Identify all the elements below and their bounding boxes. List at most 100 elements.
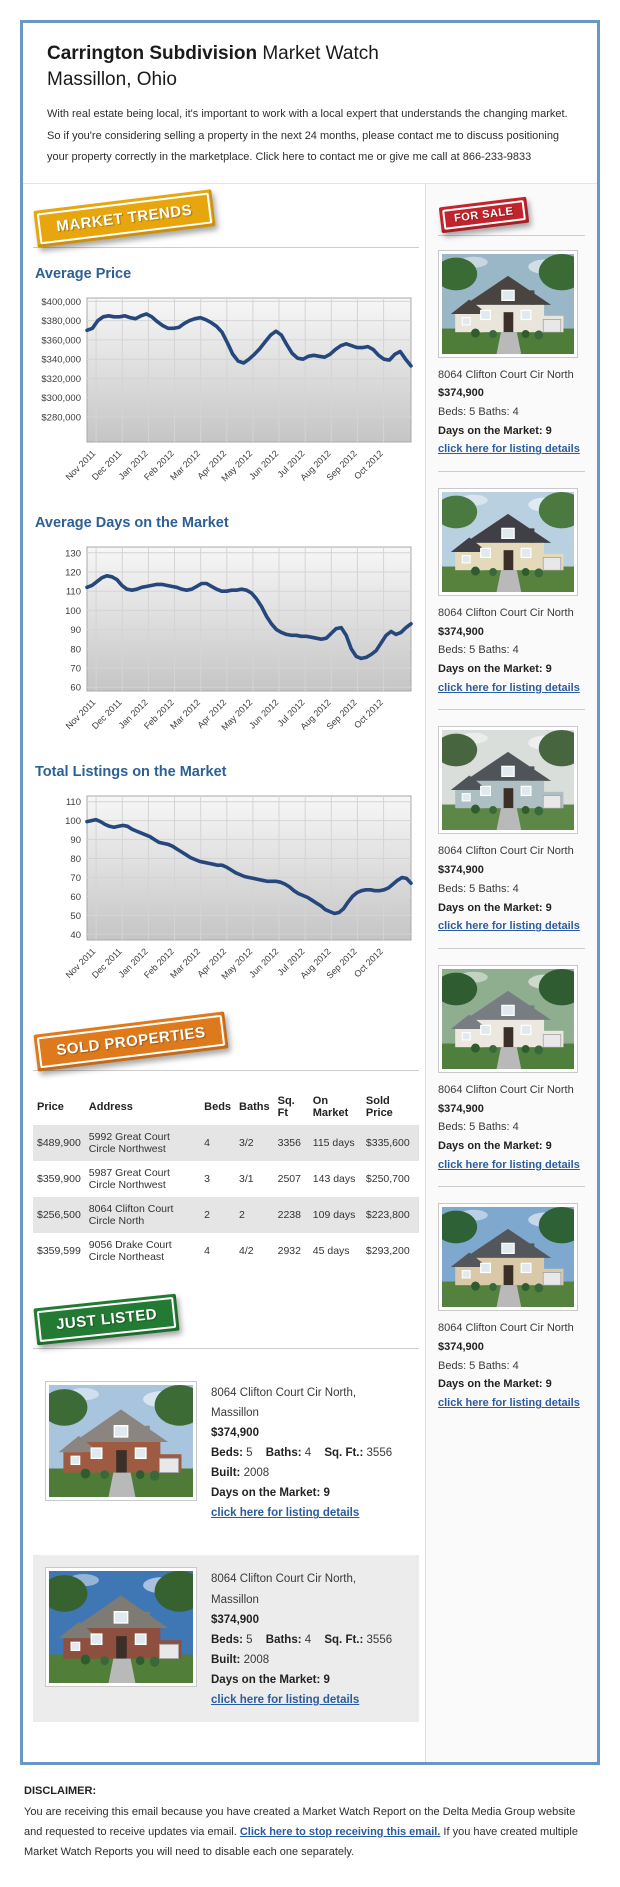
cell-on-market: 109 days (308, 1196, 362, 1233)
svg-text:$380,000: $380,000 (41, 316, 81, 327)
cell-sold-price: $223,800 (361, 1196, 419, 1233)
content-area: MARKET TRENDS Average Price $400,000 $380… (23, 182, 597, 1763)
spec-value: 2008 (243, 1653, 270, 1666)
newsletter-header: Carrington Subdivision Market Watch Mass… (23, 23, 597, 183)
sold-properties-table: Price Address Beds Baths Sq. Ft On Marke… (33, 1089, 419, 1269)
listing-details: 8064 Clifton Court Cir North, Massillon … (211, 1567, 407, 1710)
svg-text:120: 120 (65, 567, 81, 578)
cell-on-market: 115 days (308, 1124, 362, 1161)
listing-photo[interactable] (438, 726, 578, 835)
listing-beds-baths: Beds: 5 Baths: 4 (438, 1359, 519, 1372)
listing-details-link[interactable]: click here for listing details (438, 443, 580, 456)
table-row: $359,599 9056 Drake Court Circle Northeas… (33, 1233, 419, 1269)
col-price: Price (37, 1100, 64, 1113)
cell-sqft: 2507 (277, 1172, 301, 1185)
listing-details: 8064 Clifton Court Cir North $374,900 Be… (438, 842, 585, 935)
cell-address: 8064 Clifton Court Circle North (84, 1196, 201, 1233)
listing-photo[interactable] (438, 964, 578, 1073)
average-price-chart: $400,000 $380,000 $360,000 $340,000 $320,000… (33, 290, 419, 499)
cell-on-market: 45 days (312, 1244, 350, 1257)
for-sale-section-head: FOR SALE (438, 196, 585, 236)
listing-details-link[interactable]: click here for listing details (438, 920, 580, 933)
listing-days-on-market: Days on the Market: 9 (438, 1139, 552, 1152)
just-listed-item: 8064 Clifton Court Cir North, Massillon … (33, 1369, 419, 1536)
cell-address: 9056 Drake Court Circle Northeast (88, 1238, 172, 1263)
listing-details: 8064 Clifton Court Cir North $374,900 Be… (438, 366, 585, 459)
svg-text:100: 100 (65, 816, 81, 827)
table-row: $359,900 5987 Great Court Circle Northwes… (33, 1161, 419, 1197)
svg-text:40: 40 (70, 929, 81, 940)
listing-days-on-market: Days on the Market: 9 (211, 1487, 330, 1500)
cell-sold-price: $293,200 (365, 1244, 410, 1257)
listing-details-link[interactable]: click here for listing details (438, 681, 580, 694)
listing-photo[interactable] (45, 1380, 197, 1501)
svg-text:$300,000: $300,000 (41, 393, 81, 404)
for-sale-listing: 8064 Clifton Court Cir North $374,900 Be… (438, 959, 585, 1188)
svg-text:60: 60 (70, 682, 81, 693)
spec-label: Baths: (265, 1446, 302, 1459)
spec-label: Sq. Ft.: (324, 1446, 364, 1459)
cell-price: $359,599 (37, 1244, 81, 1257)
cell-beds: 4 (204, 1244, 210, 1257)
col-sqft: Sq. Ft (277, 1094, 295, 1119)
sold-properties-badge-label: SOLD PROPERTIES (36, 1014, 226, 1068)
total-listings-chart: 110 100 90 80 70 60 50 40 Nov 2011 Dec 2011 Jan 20… (33, 788, 419, 997)
spec-label: Built: (211, 1653, 241, 1666)
just-listed-section-head: JUST LISTED (33, 1293, 419, 1349)
listing-details-link[interactable]: click here for listing details (211, 1694, 360, 1707)
listing-days-on-market: Days on the Market: 9 (438, 901, 552, 914)
spec-label: Sq. Ft.: (324, 1633, 364, 1646)
just-listed-badge: JUST LISTED (33, 1293, 180, 1345)
listing-address: 8064 Clifton Court Cir North (438, 1083, 574, 1096)
sold-properties-badge: SOLD PROPERTIES (33, 1011, 229, 1072)
intro-text: With real estate being local, it's impor… (47, 108, 568, 164)
listing-days-on-market: Days on the Market: 9 (438, 663, 552, 676)
disclaimer-heading: DISCLAIMER: (24, 1785, 97, 1798)
for-sale-listing: 8064 Clifton Court Cir North $374,900 Be… (438, 720, 585, 949)
listing-days-on-market: Days on the Market: 9 (211, 1674, 330, 1687)
svg-text:110: 110 (66, 586, 81, 597)
sold-properties-section-head: SOLD PROPERTIES (33, 1011, 419, 1072)
cell-on-market: 143 days (312, 1172, 356, 1185)
spec-value: 4 (304, 1633, 312, 1646)
cell-beds: 2 (200, 1196, 236, 1233)
cell-baths: 2 (235, 1196, 274, 1233)
main-column: MARKET TRENDS Average Price $400,000 $380… (23, 184, 425, 1763)
spec-label: Built: (211, 1467, 241, 1480)
listing-details-link[interactable]: click here for listing details (438, 1158, 580, 1171)
listing-photo[interactable] (438, 488, 578, 597)
subdivision-name: Carrington Subdivision (47, 43, 258, 64)
listing-photo[interactable] (45, 1567, 197, 1688)
listing-address: 8064 Clifton Court Cir North (438, 845, 574, 858)
listing-details-link[interactable]: click here for listing details (438, 1397, 580, 1410)
cell-beds: 3 (204, 1172, 210, 1185)
average-price-title: Average Price (35, 265, 132, 282)
cell-baths: 3/1 (239, 1172, 254, 1185)
listing-address: 8064 Clifton Court Cir North, Massillon (211, 1386, 357, 1419)
market-trends-badge: MARKET TRENDS (33, 188, 216, 248)
unsubscribe-link[interactable]: Click here to stop receiving this email. (239, 1826, 441, 1839)
total-listings-title: Total Listings on the Market (35, 763, 227, 780)
svg-text:$280,000: $280,000 (41, 412, 81, 423)
svg-text:130: 130 (65, 548, 81, 559)
listing-price: $374,900 (438, 387, 484, 400)
newsletter-container: Carrington Subdivision Market Watch Mass… (20, 20, 600, 1766)
for-sale-badge-label: FOR SALE (442, 199, 526, 230)
col-sold-price: Sold Price (365, 1094, 393, 1119)
page-title: Carrington Subdivision Market Watch (47, 43, 379, 64)
listing-photo[interactable] (438, 1203, 578, 1312)
listing-details: 8064 Clifton Court Cir North, Massillon … (211, 1381, 407, 1524)
average-days-chart: 130 120 110 100 90 80 70 60 Nov 2011 Dec 2011 Jan … (33, 539, 419, 748)
listing-photo[interactable] (438, 249, 578, 358)
svg-text:$360,000: $360,000 (41, 335, 81, 346)
svg-text:80: 80 (70, 854, 81, 865)
listing-details: 8064 Clifton Court Cir North $374,900 Be… (438, 604, 585, 697)
listing-specs: Beds: 5 Baths: 4 Sq. Ft.: 3556 Built: 20… (211, 1443, 407, 1483)
cell-baths: 3/2 (235, 1124, 274, 1161)
col-address: Address (88, 1100, 133, 1113)
listing-details-link[interactable]: click here for listing details (211, 1507, 360, 1520)
for-sale-listing: 8064 Clifton Court Cir North $374,900 Be… (438, 482, 585, 711)
svg-text:$340,000: $340,000 (41, 354, 81, 365)
listing-price: $374,900 (211, 1426, 259, 1439)
cell-sold-price: $335,600 (361, 1124, 419, 1161)
